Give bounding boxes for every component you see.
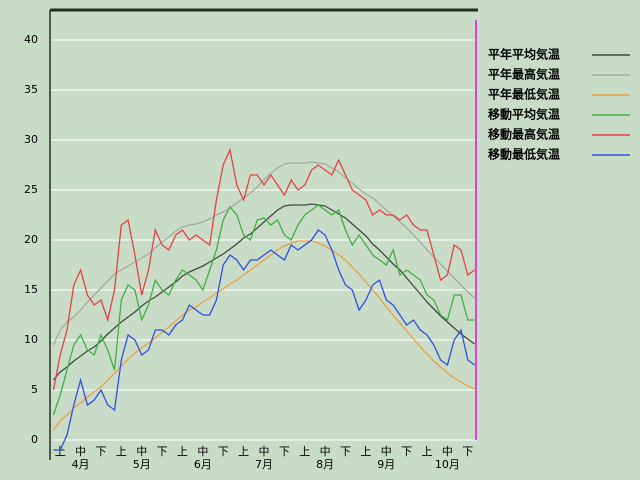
x-tick-label: 上 [116,445,127,458]
x-tick-label: 上 [238,445,249,458]
y-tick-label: 35 [24,83,38,96]
series-line [53,229,475,451]
y-tick-label: 40 [24,33,38,46]
x-tick-label: 下 [340,445,351,458]
x-tick-label: 中 [75,445,86,458]
month-label: 7月 [255,458,273,471]
y-tick-label: 10 [24,333,38,346]
x-tick-label: 下 [279,445,290,458]
y-tick-label: 15 [24,283,38,296]
series-line [52,161,476,346]
x-tick-label: 上 [299,445,310,458]
x-tick-label: 中 [320,445,331,458]
x-tick-label: 上 [55,445,66,458]
legend-label: 平年最低気温 [488,87,560,102]
x-tick-label: 上 [177,445,188,458]
y-tick-label: 25 [24,183,38,196]
y-tick-label: 30 [24,133,38,146]
month-label: 9月 [377,458,395,471]
y-tick-label: 0 [31,433,38,446]
month-label: 10月 [435,458,460,471]
x-tick-label: 中 [136,445,147,458]
series-line [52,147,475,391]
month-label: 4月 [72,458,90,471]
x-tick-label: 下 [95,445,106,458]
x-tick-label: 中 [442,445,453,458]
legend-label: 平年平均気温 [488,47,560,62]
legend-label: 移動最低気温 [488,147,560,162]
legend-label: 平年最高気温 [488,67,560,82]
x-tick-label: 下 [401,445,412,458]
x-tick-label: 下 [218,445,229,458]
series-line [52,240,475,431]
y-tick-label: 5 [31,383,38,396]
series-line [52,204,475,416]
x-tick-label: 上 [422,445,433,458]
x-tick-label: 中 [381,445,392,458]
legend-label: 移動最高気温 [488,127,560,142]
x-tick-label: 中 [197,445,208,458]
x-tick-label: 上 [360,445,371,458]
y-tick-label: 20 [24,233,38,246]
legend-label: 移動平均気温 [488,107,560,122]
month-label: 6月 [194,458,212,471]
month-label: 8月 [316,458,334,471]
x-tick-label: 下 [462,445,473,458]
x-tick-label: 下 [157,445,168,458]
month-label: 5月 [133,458,151,471]
series-line [52,203,475,381]
x-tick-label: 中 [259,445,270,458]
